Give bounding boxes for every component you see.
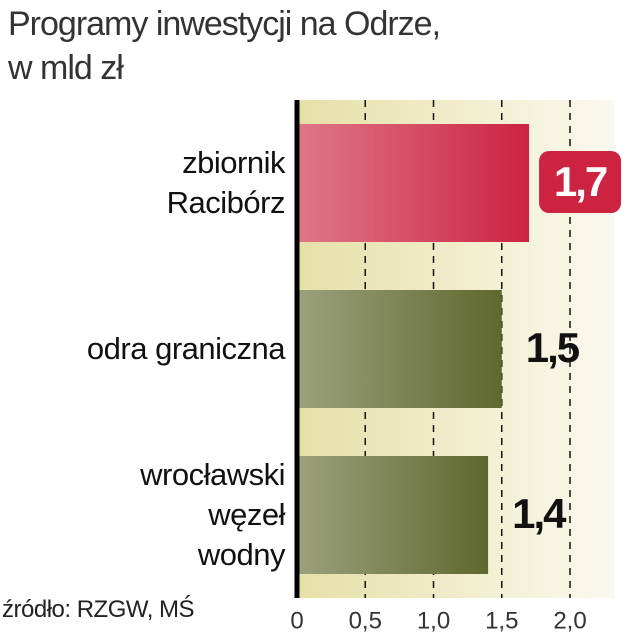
x-tick-label: 2,0 bbox=[553, 607, 586, 634]
value-label: 1,5 bbox=[526, 324, 580, 371]
x-tick-label: 1,5 bbox=[485, 607, 518, 634]
source: źródło: RZGW, MŚ bbox=[2, 596, 195, 623]
category-label: zbiornik Racibórz bbox=[166, 145, 286, 220]
x-tick-label: 1,0 bbox=[417, 607, 450, 634]
value-label: 1,7 bbox=[554, 158, 607, 205]
x-tick-label: 0 bbox=[290, 607, 303, 634]
bar bbox=[297, 124, 530, 242]
category-label: odra graniczna bbox=[86, 331, 286, 366]
chart-title: Programy inwestycji na Odrze, w mld zł bbox=[8, 5, 441, 87]
x-tick-label: 0,5 bbox=[349, 607, 382, 634]
value-label-box bbox=[539, 151, 622, 213]
value-label: 1,4 bbox=[512, 490, 567, 537]
bar bbox=[297, 290, 502, 408]
bar bbox=[297, 456, 489, 574]
category-label: wrocławski węzeł wodny bbox=[140, 457, 285, 572]
